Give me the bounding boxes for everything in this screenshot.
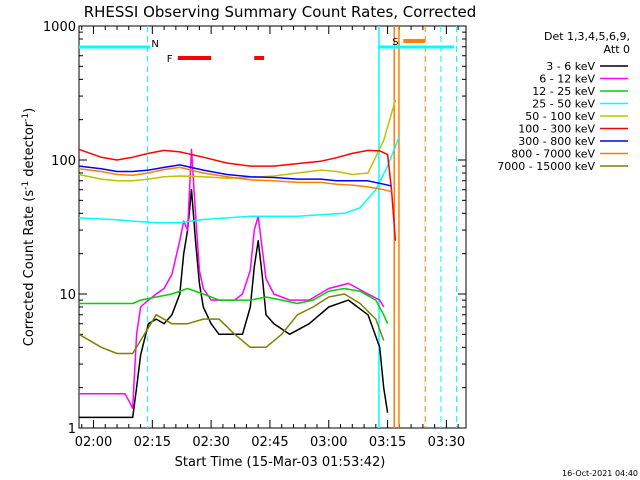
series-line-3 <box>78 136 400 224</box>
legend-entry-label: 300 - 800 keV <box>518 135 595 148</box>
series-line-5 <box>78 148 397 241</box>
series-line-1 <box>79 148 385 410</box>
y-axis-label-part3: ) <box>22 108 37 113</box>
series-line-8 <box>78 293 385 355</box>
axis-ticks: 1 10 100 1000 02:00 02:15 02:30 02:45 03:00 03:15… <box>43 20 466 450</box>
legend-entry-label: 12 - 25 keV <box>532 85 595 98</box>
y-axis-label-part2: detector <box>22 121 37 181</box>
series-line-2 <box>79 287 389 325</box>
x-tick-label: 03:30 <box>428 435 465 450</box>
y-axis-label-sup2: -1 <box>21 113 31 122</box>
legend-entry-label: 100 - 300 keV <box>518 123 595 136</box>
x-tick-label: 03:00 <box>310 435 347 450</box>
x-tick-label: 02:00 <box>75 435 112 450</box>
legend-header-line2: Att 0 <box>604 43 630 56</box>
y-tick-label: 10 <box>59 288 76 303</box>
series-line-4 <box>78 99 397 182</box>
legend-entry-label: 50 - 100 keV <box>525 110 595 123</box>
flag-label-F: F <box>167 54 173 65</box>
x-tick-label: 02:15 <box>134 435 171 450</box>
y-tick-label: 100 <box>51 154 76 169</box>
legend-entry-label: 7000 - 15000 keV <box>497 160 595 173</box>
legend-entry-label: 6 - 12 keV <box>539 73 595 86</box>
flag-label-N: N <box>151 39 158 50</box>
legend-entry-label: 800 - 7000 keV <box>511 148 595 161</box>
series-line-7 <box>78 166 392 193</box>
series-group <box>78 99 400 419</box>
x-axis-label: Start Time (15-Mar-03 01:53:42) <box>175 455 386 470</box>
y-tick-label: 1000 <box>43 20 76 35</box>
series-line-6 <box>78 164 392 187</box>
timestamp: 16-Oct-2021 04:40 <box>562 469 638 478</box>
y-axis-label: Corrected Count Rate (s-1 detector-1) <box>21 108 37 346</box>
x-tick-label: 02:45 <box>251 435 288 450</box>
series-line-0 <box>79 188 389 419</box>
x-tick-label: 03:15 <box>369 435 406 450</box>
y-tick-label: 1 <box>68 422 76 437</box>
legend-header-line1: Det 1,3,4,5,6,9, <box>544 30 630 43</box>
legend-entry-label: 3 - 6 keV <box>546 60 595 73</box>
plot-frame <box>78 25 467 429</box>
y-axis-label-sup1: -1 <box>21 181 31 190</box>
flag-label-S: S <box>392 37 398 48</box>
legend-entry-label: 25 - 50 keV <box>532 98 595 111</box>
flag-bars: NF S <box>79 37 455 65</box>
x-tick-label: 02:30 <box>192 435 229 450</box>
chart-title: RHESSI Observing Summary Count Rates, Co… <box>84 3 477 21</box>
y-axis-label-part1: Corrected Count Rate (s <box>22 190 37 347</box>
